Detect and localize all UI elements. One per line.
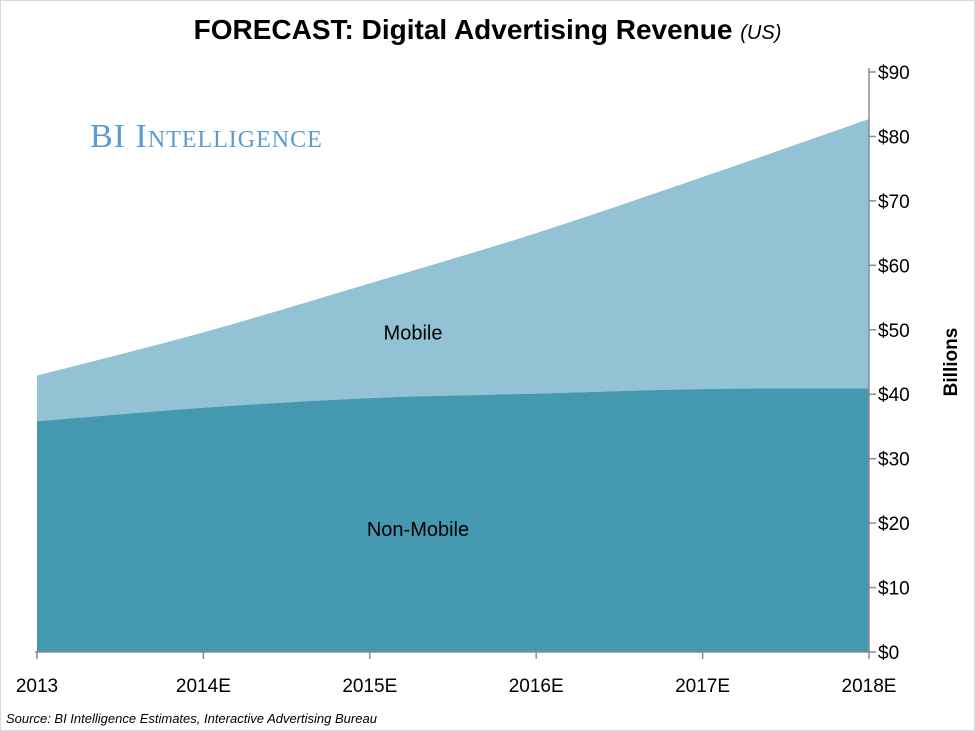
y-axis-title: Billions — [941, 328, 962, 397]
y-tick-label: $40 — [878, 385, 910, 406]
x-tick-label: 2017E — [675, 676, 730, 697]
chart-subtitle: (US) — [740, 22, 782, 44]
y-tick-label: $20 — [878, 514, 910, 535]
y-tick-label: $50 — [878, 321, 910, 342]
y-tick-label: $30 — [878, 450, 910, 471]
y-tick-label: $90 — [878, 63, 910, 84]
y-tick-label: $10 — [878, 579, 910, 600]
series-area-mobile — [37, 119, 869, 422]
y-tick-label: $80 — [878, 127, 910, 148]
chart-axes: 2013 2014E 2015E 2016E 2017E 2018E $0 $10 $20 $30… — [16, 63, 962, 697]
chart-labels: Mobile Non-Mobile — [367, 322, 469, 541]
x-tick-label: 2015E — [342, 676, 397, 697]
x-tick-label: 2013 — [16, 676, 58, 697]
mobile-area-label: Mobile — [384, 322, 443, 344]
y-tick-label: $60 — [878, 256, 910, 277]
bi-intelligence-logo: BI Intelligence — [90, 118, 323, 155]
y-tick-label: $0 — [878, 643, 899, 664]
series-area-non-mobile — [37, 388, 869, 652]
y-tick-label: $70 — [878, 192, 910, 213]
x-tick-label: 2018E — [842, 676, 897, 697]
source-note: Source: BI Intelligence Estimates, Inter… — [6, 711, 377, 726]
x-tick-label: 2014E — [176, 676, 231, 697]
chart-title: FORECAST: Digital Advertising Revenue (U… — [0, 14, 975, 46]
x-tick-label: 2016E — [509, 676, 564, 697]
non-mobile-area-label: Non-Mobile — [367, 519, 469, 541]
chart-title-text: FORECAST: Digital Advertising Revenue — [193, 14, 733, 45]
chart-areas — [37, 119, 869, 652]
